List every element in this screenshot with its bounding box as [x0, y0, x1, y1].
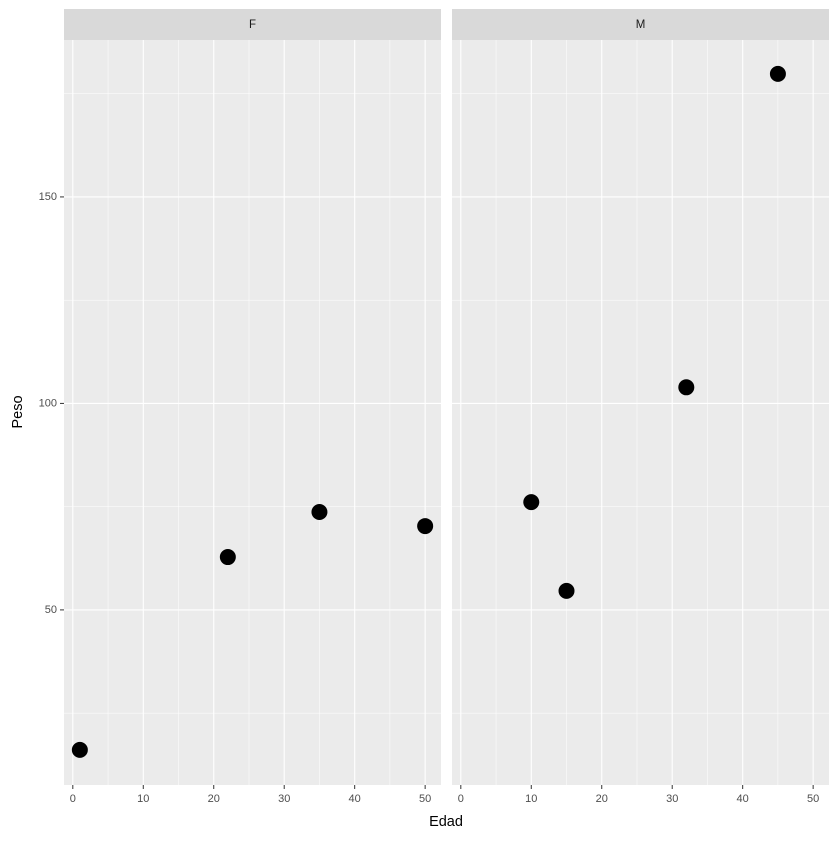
y-tick-label: 100 — [39, 397, 57, 409]
x-tick-label: 50 — [807, 793, 819, 805]
y-tick-label: 50 — [45, 604, 57, 616]
point — [71, 741, 88, 758]
x-tick-label: 40 — [349, 793, 361, 805]
point — [523, 494, 540, 511]
panel — [452, 40, 829, 785]
point — [558, 582, 575, 599]
x-tick-label: 40 — [737, 793, 749, 805]
y-axis-title: Peso — [10, 395, 26, 428]
x-tick-label: 0 — [70, 793, 76, 805]
x-axis-title: Edad — [429, 814, 463, 830]
point — [678, 379, 695, 396]
x-tick-label: 20 — [208, 793, 220, 805]
x-tick-label: 20 — [596, 793, 608, 805]
strip — [64, 9, 441, 40]
panel — [64, 40, 441, 785]
point — [311, 504, 328, 521]
x-tick-label: 10 — [525, 793, 537, 805]
strip-label: F — [249, 19, 256, 31]
x-tick-label: 50 — [419, 793, 431, 805]
strip — [452, 9, 829, 40]
x-tick-label: 30 — [666, 793, 678, 805]
y-tick-label: 150 — [39, 191, 57, 203]
x-tick-label: 30 — [278, 793, 290, 805]
point — [219, 549, 236, 566]
strip-label: M — [636, 19, 646, 31]
x-tick-label: 0 — [458, 793, 464, 805]
point — [417, 518, 434, 535]
point — [769, 65, 786, 82]
x-tick-label: 10 — [137, 793, 149, 805]
